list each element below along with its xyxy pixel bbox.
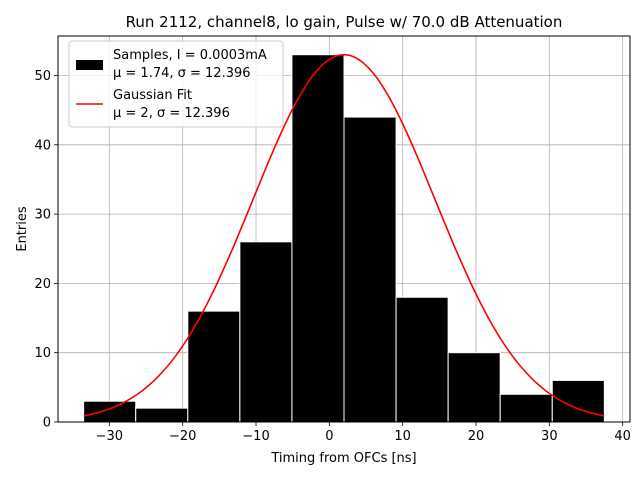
histogram-bar [135, 407, 189, 423]
legend: Samples, I = 0.0003mA μ = 1.74, σ = 12.3… [68, 40, 284, 128]
legend-fit-label: Gaussian Fit [113, 88, 192, 103]
histogram-bar [343, 116, 397, 423]
y-tick-label: 10 [34, 346, 51, 361]
x-tick-label: −10 [242, 429, 269, 444]
legend-histogram-stats: μ = 1.74, σ = 12.396 [113, 66, 251, 81]
histogram-bar [499, 393, 553, 423]
x-tick-label: 20 [468, 429, 485, 444]
legend-box [68, 40, 284, 128]
x-tick-label: −20 [169, 429, 196, 444]
y-axis-ticks: 0 10 20 30 40 50 [34, 69, 58, 431]
plot-frame [57, 35, 631, 423]
chart-title: Run 2112, channel8, lo gain, Pulse w/ 70… [126, 13, 563, 31]
histogram-bar [291, 54, 345, 423]
y-tick-label: 50 [34, 69, 51, 84]
gaussian-fit-curve [83, 53, 605, 417]
x-tick-label: −30 [96, 429, 123, 444]
legend-histogram-swatch [76, 60, 103, 70]
histogram-bar [447, 352, 501, 423]
histogram-bar [187, 310, 241, 423]
x-tick-label: 30 [541, 429, 558, 444]
histogram-bar [551, 379, 605, 423]
x-tick-label: 10 [394, 429, 411, 444]
y-tick-label: 0 [43, 416, 51, 431]
x-axis-ticks: −30 −20 −10 0 10 20 30 40 [96, 422, 631, 444]
histogram-bar [395, 296, 449, 423]
y-tick-label: 30 [34, 208, 51, 223]
x-tick-label: 0 [325, 429, 333, 444]
y-axis-label: Entries [15, 206, 30, 252]
x-tick-label: 40 [614, 429, 631, 444]
x-axis-label: Timing from OFCs [ns] [270, 451, 416, 466]
histogram-bar [83, 400, 137, 423]
y-tick-label: 40 [34, 138, 51, 153]
histogram-bar [239, 241, 293, 423]
legend-histogram-label: Samples, I = 0.0003mA [113, 48, 267, 63]
legend-fit-stats: μ = 2, σ = 12.396 [113, 106, 230, 121]
y-tick-label: 20 [34, 277, 51, 292]
